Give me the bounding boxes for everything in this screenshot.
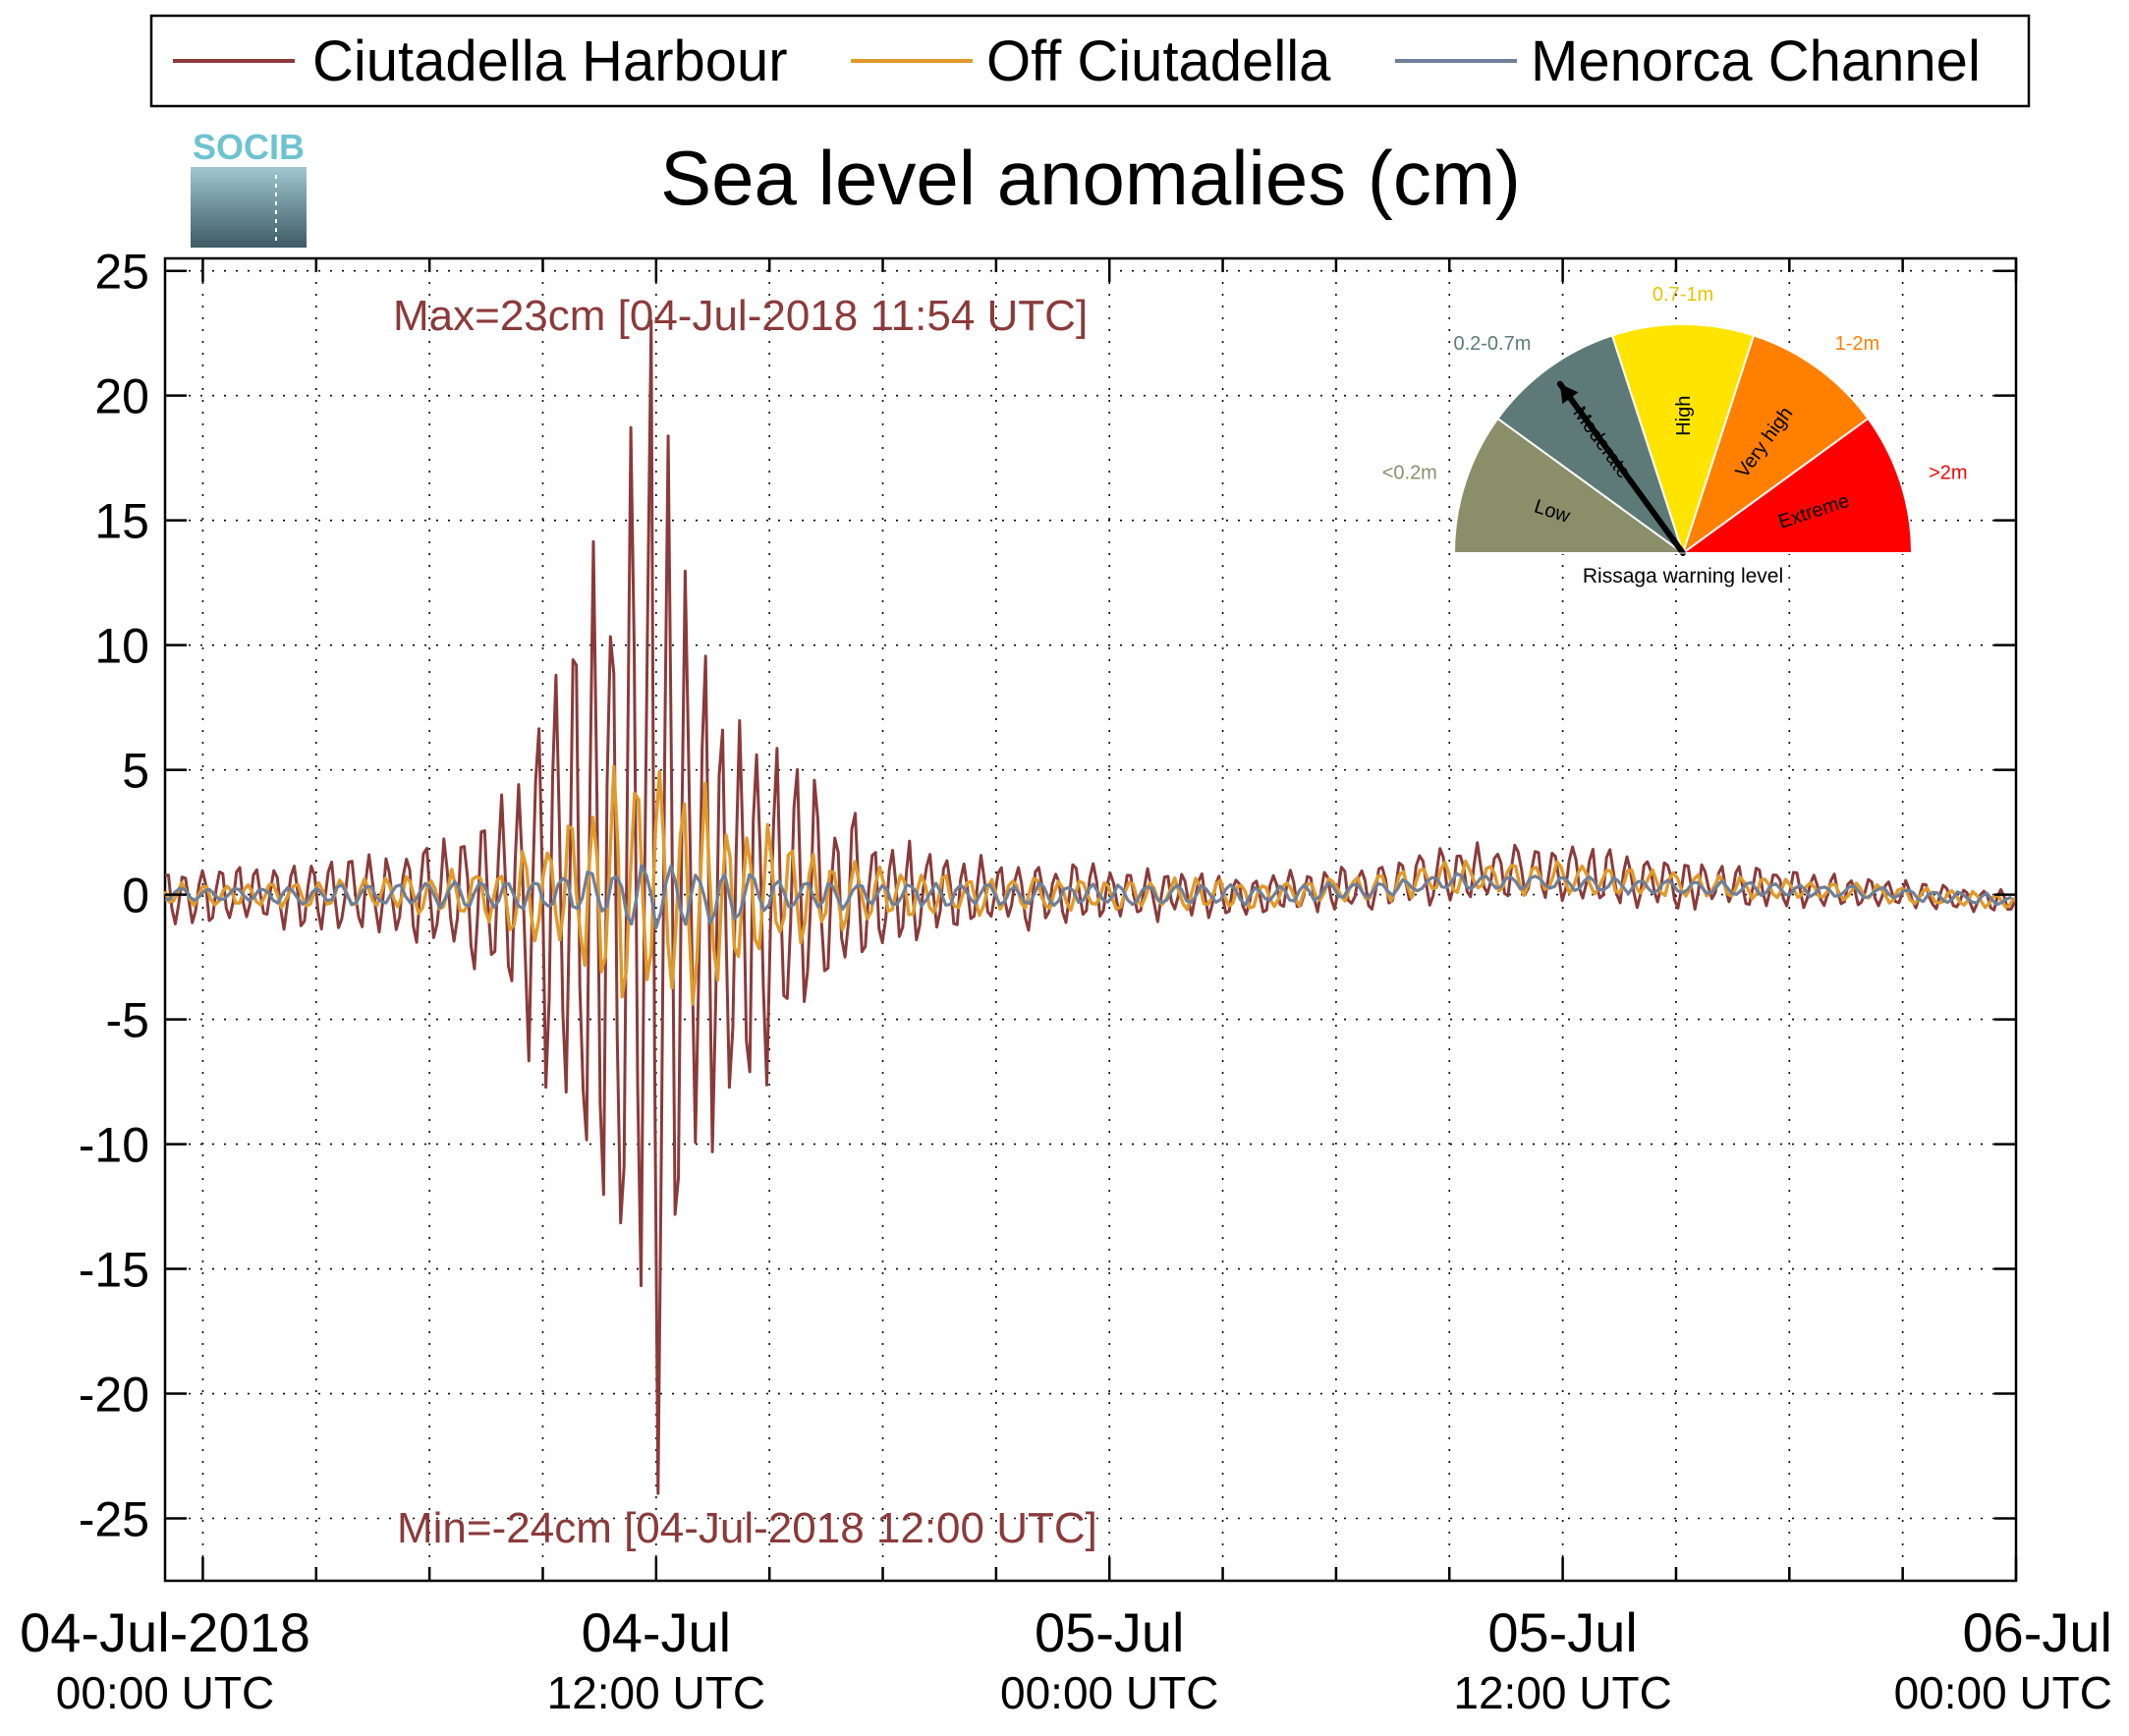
x-tick-time-2: 00:00 UTC: [1000, 1667, 1218, 1718]
max-annotation: Max=23cm [04-Jul-2018 11:54 UTC]: [393, 292, 1088, 340]
gauge-title: Rissaga warning level: [1583, 565, 1783, 588]
y-tick-label-0: 25: [94, 245, 149, 300]
x-tick-time-4: 00:00 UTC: [1894, 1667, 2112, 1718]
min-annotation: Min=-24cm [04-Jul-2018 12:00 UTC]: [397, 1504, 1097, 1552]
y-tick-label-6: -5: [106, 993, 149, 1048]
x-tick-date-3: 05-Jul: [1487, 1601, 1638, 1663]
gauge-range-0: <0.2m: [1382, 463, 1437, 484]
y-tick-label-5: 0: [122, 868, 149, 924]
gauge-pointer: [1556, 380, 1686, 556]
legend-label-0: Ciutadella Harbour: [312, 29, 788, 93]
legend-label-1: Off Ciutadella: [986, 29, 1331, 93]
x-tick-date-0: 04-Jul-2018: [20, 1601, 310, 1663]
legend: Ciutadella Harbour Off Ciutadella Menorc…: [149, 14, 2031, 108]
x-tick-date-2: 05-Jul: [1035, 1601, 1185, 1663]
chart-title: Sea level anomalies (cm): [660, 135, 1521, 221]
y-tick-label-9: -20: [79, 1368, 149, 1423]
y-tick-label-2: 15: [94, 494, 149, 549]
y-axis: 25 20 15 10 5 0 -5 -10 -15 -20 -25: [79, 245, 2016, 1547]
gauge-range-4: >2m: [1929, 463, 1967, 484]
socib-logo: SOCIB: [191, 127, 307, 248]
y-tick-label-7: -10: [79, 1118, 149, 1173]
x-tick-time-0: 00:00 UTC: [56, 1667, 274, 1718]
x-tick-time-3: 12:00 UTC: [1453, 1667, 1671, 1718]
gauge-range-3: 1-2m: [1835, 333, 1880, 355]
gauge-label-2: High: [1673, 396, 1695, 436]
gauge-segment-3: [1681, 334, 1870, 556]
legend-label-2: Menorca Channel: [1531, 29, 1981, 93]
x-tick-time-1: 12:00 UTC: [547, 1667, 765, 1718]
y-tick-label-10: -25: [79, 1492, 149, 1547]
series-line-0: [164, 319, 2016, 1495]
gauge-segment-4: [1679, 417, 1914, 554]
logo-text: SOCIB: [193, 127, 305, 167]
series-layer: [163, 319, 2016, 1495]
x-tick-date-1: 04-Jul: [582, 1601, 732, 1663]
y-tick-label-8: -15: [79, 1243, 149, 1298]
x-tick-date-4: 06-Jul: [1962, 1601, 2112, 1663]
y-tick-label-1: 20: [94, 369, 149, 424]
gauge-segment-2: [1610, 322, 1756, 557]
gauge-range-1: 0.2-0.7m: [1453, 333, 1531, 355]
gauge-segment-1: [1496, 334, 1685, 556]
y-tick-label-3: 10: [94, 619, 149, 674]
series-line-2: [164, 864, 2012, 929]
gauge-pointer-head: [1559, 383, 1579, 405]
y-tick-label-4: 5: [122, 744, 149, 799]
gauge-range-2: 0.7-1m: [1653, 284, 1713, 306]
gauge-segment-0: [1452, 417, 1687, 554]
